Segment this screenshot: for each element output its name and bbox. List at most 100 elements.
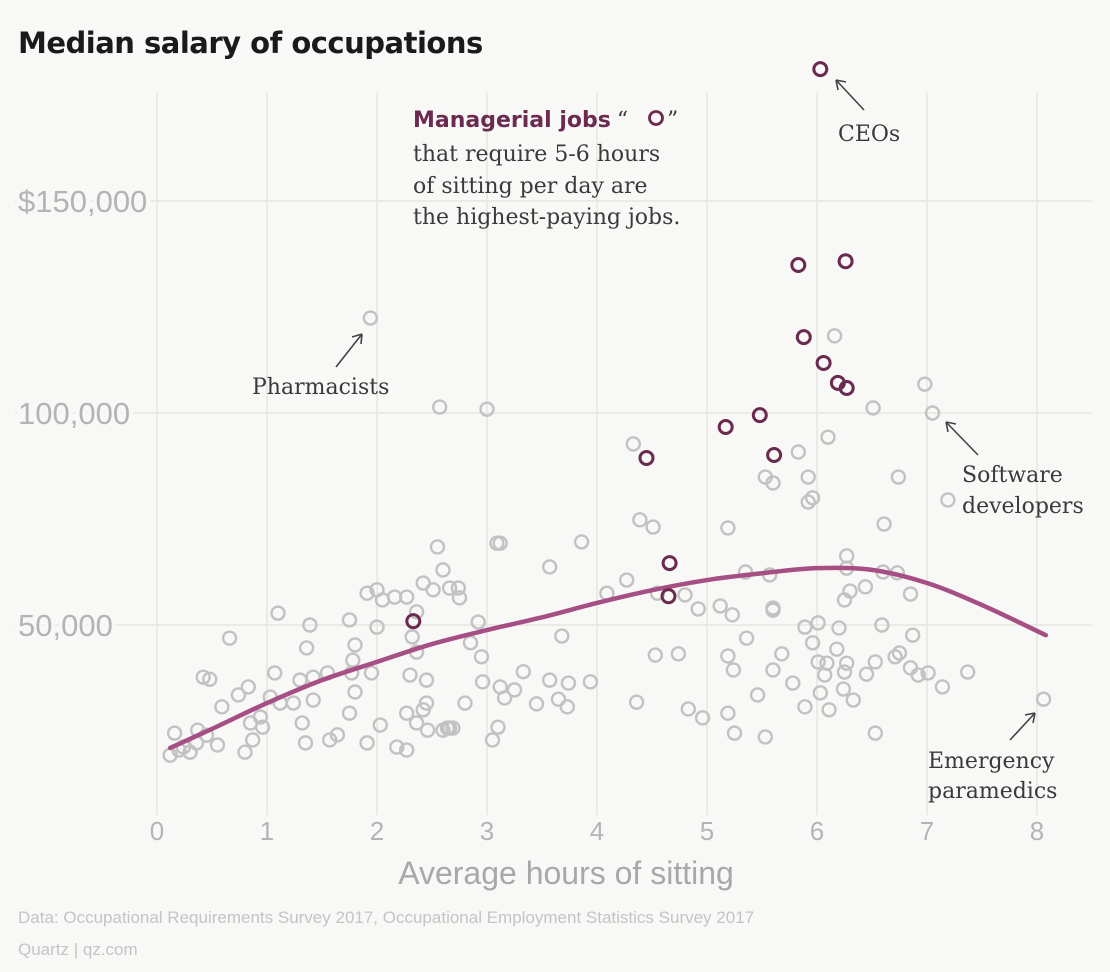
occupation-point [244,732,261,748]
occupation-point [302,617,318,633]
x-tick-label: 6 [810,816,824,846]
occupation-point [473,649,490,665]
occupation-point [435,562,451,578]
occupation-point [619,572,635,588]
trend-line [167,565,1049,751]
pharmacists-arrow-icon [335,333,363,368]
occupation-point [515,663,531,680]
occupation-point [810,615,826,631]
managerial-point [405,613,422,630]
occupation-point [298,640,315,656]
occupation-point [439,720,456,736]
occupation-point [372,717,388,733]
x-tick-label: 2 [370,816,384,846]
occupation-point [369,619,385,635]
chart-title: Median salary of occupations [18,26,483,60]
credit-note: Quartz | qz.com [18,940,138,959]
occupation-point [554,628,570,644]
occupation-point [836,592,853,608]
occupation-point [270,605,286,621]
managerial-point [717,418,734,435]
managerial-legend-marker [648,110,664,126]
managerial-point [638,449,655,466]
occupation-point [560,675,577,691]
managerial-point [838,379,855,396]
occupation-point [680,701,696,717]
occupation-point [305,692,321,708]
occupation-point [221,630,238,646]
managerial-point [837,253,854,270]
occupation-point [917,376,933,392]
occupation-point [209,737,226,753]
occupation-point [432,399,448,415]
occupation-point [582,674,599,690]
occupation-point [195,669,211,685]
occupation-point [182,744,198,760]
occupation-point [797,619,813,635]
managerial-annotation: Managerial jobs “ ” that require 5-6 hour… [413,108,680,230]
occupation-point [774,646,790,662]
occupation-point [891,645,908,661]
occupation-point [817,667,833,683]
software-arrow-icon [945,421,979,456]
ceos-arrow-icon [835,79,865,111]
x-tick-label: 7 [920,816,934,846]
occupation-point [528,696,545,712]
occupation-point [341,612,358,628]
occupation-point [374,592,391,608]
occupation-point [550,691,567,707]
occupation-point [940,492,956,508]
occupation-point [294,715,310,731]
occupation-point [254,719,271,735]
occupation-point [341,705,358,721]
occupation-point [542,559,558,575]
occupation-point [857,579,874,595]
occupation-point [812,685,828,701]
occupation-point [677,587,693,603]
managerial-point [766,446,783,463]
occupation-point [910,667,926,683]
quote-close: ” [667,108,678,133]
occupation-point [573,534,590,550]
occupation-point [902,586,919,602]
occupation-point [214,699,230,715]
occupation-point [865,400,881,416]
occupation-point [890,469,907,485]
occupation-point [399,705,415,721]
occupation-point [647,647,663,663]
x-tick-label: 0 [150,816,164,846]
occupation-point [389,739,405,755]
occupation-point [408,715,425,731]
managerial-line-3: the highest-paying jobs. [413,205,680,230]
occupation-point [425,582,441,598]
occupation-point [399,742,415,758]
x-axis-labels: 0 1 2 3 4 5 6 7 8 [150,816,1044,846]
occupation-point [726,725,743,741]
occupation-point [757,729,773,745]
x-tick-label: 8 [1030,816,1044,846]
occupation-point [645,519,661,535]
occupation-point [765,602,781,618]
occupation-point [690,601,706,617]
occupation-point [559,699,575,715]
managerial-label: Managerial jobs [413,108,611,133]
managerial-points [405,61,855,630]
occupation-point [867,725,883,741]
occupation-point [429,539,446,555]
y-tick-label: 50,000 [18,608,113,643]
occupation-point [694,710,711,726]
x-axis-title: Average hours of sitting [398,855,734,891]
occupation-point [725,662,742,678]
occupation-point [625,436,641,452]
y-axis-labels: 50,000 100,000 $150,000 [14,180,151,647]
occupation-point [363,665,380,681]
occupation-point [821,702,837,718]
annotation-arrows [335,79,1036,741]
occupation-point [765,662,781,678]
occupation-point [804,635,821,651]
occupation-point [345,652,361,668]
occupation-point [484,732,501,748]
gridlines [15,92,1092,815]
managerial-point [795,329,812,346]
occupation-point [887,649,903,665]
